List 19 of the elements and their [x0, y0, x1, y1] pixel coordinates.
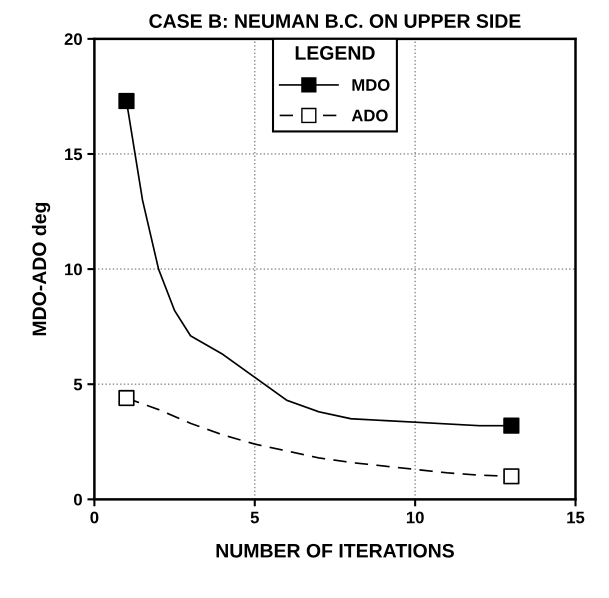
y-tick-label: 10 — [65, 264, 82, 276]
y-tick-label: 15 — [65, 148, 82, 160]
point — [118, 390, 135, 406]
x-tick-label: 0 — [90, 512, 98, 524]
chart-title: CASE B: NEUMAN B.C. ON UPPER SIDE — [149, 14, 521, 28]
y-tick-label: 5 — [74, 378, 82, 390]
y-tick-label: 20 — [64, 33, 82, 46]
legend-label: MDO — [352, 79, 390, 91]
x-tick-label: 10 — [406, 512, 424, 524]
x-tick-label: 15 — [567, 512, 584, 524]
y-axis-title: MDO-ADO deg — [32, 202, 50, 336]
y-tick-label: 0 — [74, 494, 82, 506]
point — [503, 468, 520, 484]
point — [118, 92, 135, 110]
legend-label: ADO — [352, 110, 388, 122]
point — [503, 418, 520, 434]
legend-title: LEGEND — [296, 46, 375, 60]
x-tick-label: 5 — [250, 512, 259, 524]
x-axis-title: NUMBER OF ITERATIONS — [216, 544, 454, 558]
